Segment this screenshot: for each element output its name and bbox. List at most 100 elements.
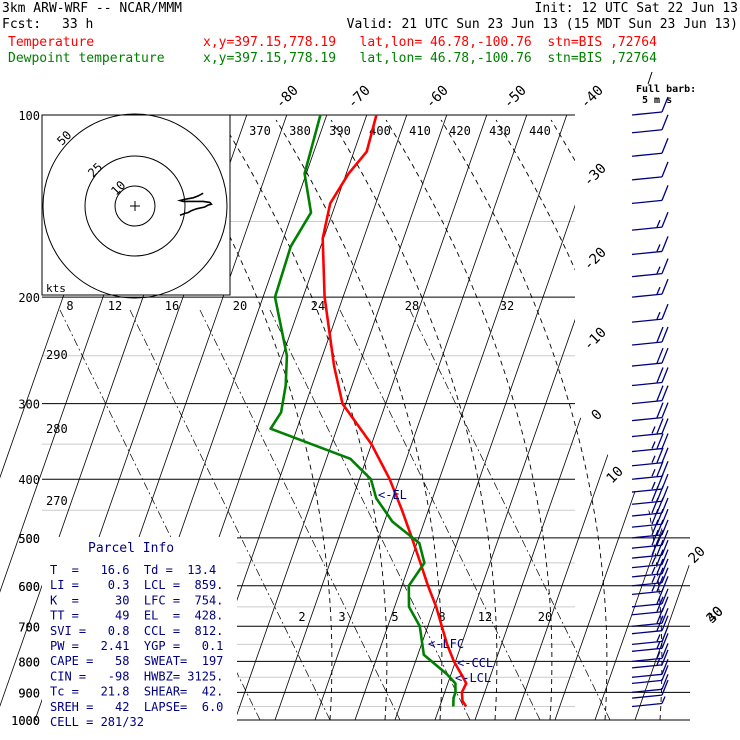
mixing-ratio-label: 20 xyxy=(538,610,552,624)
barb-full-flag xyxy=(661,643,669,659)
pressure-label: 500 xyxy=(18,532,40,546)
parcel-title: Parcel Info xyxy=(88,541,174,556)
dry-adiabat-label: 290 xyxy=(46,348,68,362)
barb-staff xyxy=(631,111,663,116)
barb-half-flag xyxy=(656,286,661,295)
wind-barb xyxy=(631,447,669,467)
mixing-ratio-label: 24 xyxy=(311,299,325,313)
wind-barb xyxy=(631,626,669,646)
wind-barb xyxy=(631,473,669,493)
isotherm-line xyxy=(514,115,700,720)
mixing-ratio-label: 8 xyxy=(438,610,445,624)
dewpoint-line xyxy=(269,115,457,707)
parcel-row: TT = 49 EL = 428. xyxy=(50,609,223,623)
barb-full-flag xyxy=(656,567,664,584)
barb-half-flag xyxy=(656,219,661,228)
barb-full-flag xyxy=(651,519,659,536)
barb-staff xyxy=(631,341,663,346)
wind-barb xyxy=(631,211,669,231)
wind-barb xyxy=(631,539,669,559)
theta-e-label: 420 xyxy=(449,124,471,138)
wind-barb xyxy=(631,418,669,438)
barb-staff xyxy=(631,564,663,569)
mixing-ratio-label: 20 xyxy=(233,299,247,313)
wind-barb xyxy=(631,519,669,539)
forecast-label: Fcst: xyxy=(2,17,42,32)
hodograph-ring xyxy=(84,155,186,257)
barb-staff xyxy=(631,432,663,438)
pressure-label: 400 xyxy=(18,473,40,487)
barb-staff xyxy=(631,199,663,205)
hodograph-frame xyxy=(41,114,231,296)
barb-full-flag xyxy=(656,385,664,401)
theta-e-label: 370 xyxy=(249,124,271,138)
barb-staff xyxy=(631,318,663,323)
parcel-row: SREH = 42 LAPSE= 6.0 xyxy=(50,700,223,714)
barb-full-flag xyxy=(661,461,669,477)
barb-full-flag xyxy=(656,558,664,575)
barb-full-flag xyxy=(661,185,669,201)
model-title: 3km ARW-WRF -- NCAR/MMM xyxy=(2,1,183,16)
barb-half-flag xyxy=(656,266,661,274)
theta-e-label: 430 xyxy=(489,124,511,138)
wind-barb xyxy=(631,649,669,669)
parcel-panel-bg xyxy=(42,537,237,722)
level-marker: <-CCL xyxy=(457,656,493,670)
dry-adiabat-label: 280 xyxy=(46,422,68,436)
barb-full-flag xyxy=(656,347,664,364)
isotherm-line xyxy=(354,115,568,720)
wind-barb xyxy=(631,558,669,578)
barb-full-flag xyxy=(661,278,669,295)
barb-half-flag xyxy=(656,311,661,320)
wind-barbs xyxy=(631,96,669,708)
barb-half-flag xyxy=(661,696,666,704)
theta-e-label: 440 xyxy=(529,124,551,138)
barb-full-flag xyxy=(661,674,669,690)
isotherm-line xyxy=(394,115,608,720)
barb-full-flag xyxy=(661,576,669,592)
hodograph-ring xyxy=(42,113,228,299)
barb-full-flag xyxy=(651,539,659,556)
barb-staff xyxy=(631,590,663,596)
barb-full-flag xyxy=(661,402,669,418)
barb-full-flag xyxy=(656,367,664,383)
wind-barb xyxy=(631,185,669,205)
barb-staff xyxy=(631,512,663,517)
barb-full-flag xyxy=(661,326,669,343)
dry-adiabat xyxy=(409,309,611,720)
wind-barb xyxy=(631,643,669,663)
wind-barb xyxy=(631,114,669,134)
barb-full-flag xyxy=(661,161,669,178)
isotherm-label: -80 xyxy=(273,83,302,112)
barb-full-flag xyxy=(661,539,669,556)
barb-full-flag xyxy=(656,326,664,343)
dewpoint-legend: Dewpoint temperature xyxy=(8,51,165,66)
barb-staff xyxy=(631,702,663,708)
barb-staff xyxy=(631,400,663,405)
wind-barb xyxy=(631,679,669,699)
wind-barb xyxy=(631,549,669,569)
barb-staff xyxy=(631,630,663,635)
dry-adiabat-label: 270 xyxy=(46,494,68,508)
barb-staff xyxy=(631,447,663,453)
barb-staff xyxy=(631,381,663,387)
barb-full-flag xyxy=(661,659,669,675)
barb-staff xyxy=(631,523,663,528)
wind-barb xyxy=(631,674,669,693)
barb-full-flag xyxy=(661,138,669,154)
hodograph-trace xyxy=(176,192,213,216)
pressure-label: 1000 xyxy=(11,714,40,728)
isotherm-label: -10 xyxy=(581,325,610,354)
barb-legend-title: Full barb: xyxy=(636,84,696,95)
valid-time: Valid: 21 UTC Sun 23 Jun 13 (15 MDT Sun … xyxy=(346,17,738,32)
barb-half-flag xyxy=(656,634,661,642)
barb-staff xyxy=(631,640,663,646)
barb-staff xyxy=(631,250,663,256)
wind-barb xyxy=(631,236,669,256)
barb-staff xyxy=(631,416,663,422)
isotherm-label: 20 xyxy=(686,544,709,567)
pressure-label: 600 xyxy=(18,580,40,594)
wind-barb xyxy=(631,433,669,453)
barb-staff xyxy=(631,462,663,467)
